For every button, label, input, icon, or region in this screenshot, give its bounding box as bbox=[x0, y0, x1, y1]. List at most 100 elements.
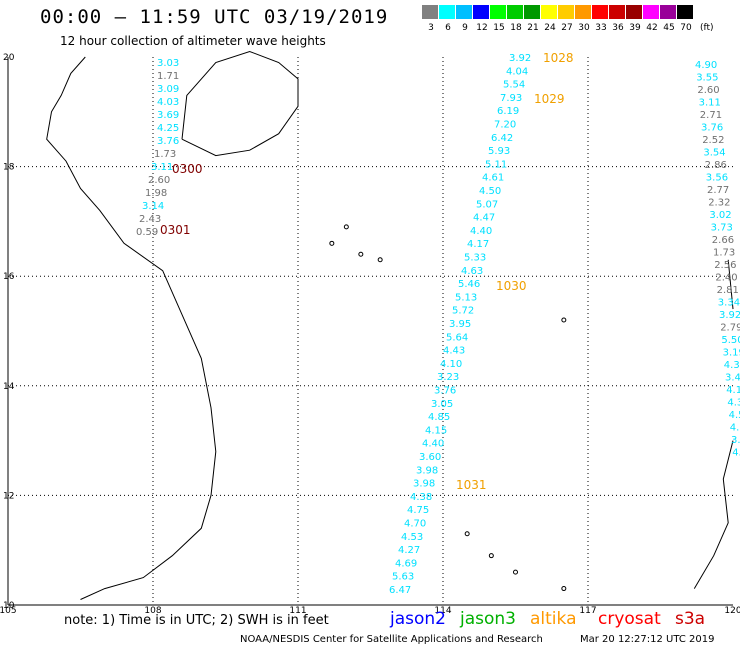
map-subtitle: 12 hour collection of altimeter wave hei… bbox=[60, 34, 326, 48]
wave-height-label: 4.18 bbox=[726, 385, 740, 396]
wave-height-label: 4.63 bbox=[461, 266, 483, 277]
wave-height-label: 4.53 bbox=[401, 532, 423, 543]
wave-height-label: 1.98 bbox=[145, 188, 167, 199]
time-label: 1029 bbox=[534, 92, 565, 106]
scale-unit-label: (ft) bbox=[700, 23, 714, 33]
scale-swatch bbox=[609, 5, 625, 19]
latitude-tick-label: 10 bbox=[3, 601, 15, 611]
latitude-tick-label: 12 bbox=[3, 491, 14, 501]
wave-height-label: 3.60 bbox=[419, 452, 441, 463]
wave-height-label: 3.46 bbox=[725, 373, 740, 384]
wave-height-label: 3.23 bbox=[437, 372, 459, 383]
coastline bbox=[727, 259, 734, 310]
scale-swatch bbox=[660, 5, 676, 19]
wave-height-label: 6.47 bbox=[389, 585, 411, 596]
wave-height-label: 4.43 bbox=[443, 346, 465, 357]
scale-swatch bbox=[626, 5, 642, 19]
wave-height-label: 4.15 bbox=[425, 425, 447, 436]
latitude-tick-label: 16 bbox=[3, 272, 15, 282]
wave-height-label: 5.46 bbox=[458, 279, 480, 290]
scale-swatch bbox=[422, 5, 438, 19]
wave-height-label: 5.72 bbox=[452, 306, 474, 317]
scale-label: 24 bbox=[544, 23, 556, 33]
wave-height-label: 2.71 bbox=[700, 110, 722, 121]
wave-height-label: 6.19 bbox=[497, 106, 519, 117]
mission-s3a-label: s3a bbox=[675, 609, 706, 629]
scale-swatch bbox=[524, 5, 540, 19]
scale-label: 33 bbox=[595, 23, 607, 33]
wave-height-label: 1.71 bbox=[157, 71, 179, 82]
scale-swatch bbox=[677, 5, 693, 19]
wave-height-label: 3.34 bbox=[718, 298, 740, 309]
wave-height-label: 3.90 bbox=[731, 435, 740, 446]
wave-height-label: 3.11 bbox=[699, 98, 721, 109]
wave-height-label: 4.40 bbox=[470, 226, 492, 237]
wave-height-label: 5.54 bbox=[503, 80, 525, 91]
wave-height-label: 3.98 bbox=[413, 479, 435, 490]
scale-swatch bbox=[575, 5, 591, 19]
wave-height-label: 5.11 bbox=[485, 159, 507, 170]
scale-label: 21 bbox=[527, 23, 539, 33]
longitude-tick-label: 120 bbox=[724, 606, 740, 616]
wave-height-label: 3.14 bbox=[142, 201, 164, 212]
scale-label: 70 bbox=[680, 23, 692, 33]
wave-height-label: 5.63 bbox=[392, 572, 414, 583]
wave-height-label: 4.04 bbox=[506, 66, 528, 77]
coastline bbox=[181, 50, 299, 157]
wave-height-label: 5.07 bbox=[476, 199, 498, 210]
wave-height-label: 4.12 bbox=[730, 423, 740, 434]
island bbox=[377, 257, 383, 263]
wave-height-label: 5.50 bbox=[721, 335, 740, 346]
wave-height-label: 2.60 bbox=[148, 175, 170, 186]
scale-label: 39 bbox=[629, 23, 641, 33]
wave-height-label: 1.73 bbox=[713, 248, 735, 259]
scale-swatch bbox=[592, 5, 608, 19]
scale-label: 15 bbox=[493, 23, 505, 33]
scale-label: 36 bbox=[612, 23, 624, 33]
island bbox=[464, 531, 470, 537]
wave-height-label: 4.17 bbox=[467, 239, 489, 250]
wave-height-label: 3.54 bbox=[703, 148, 725, 159]
scale-label: 30 bbox=[578, 23, 590, 33]
wave-height-label: 4.90 bbox=[695, 60, 717, 71]
wave-height-label: 2.86 bbox=[705, 160, 727, 171]
scale-swatch bbox=[439, 5, 455, 19]
wave-height-label: 5.93 bbox=[488, 146, 510, 157]
wave-height-label: 3.05 bbox=[431, 399, 453, 410]
wave-height-label: 3.02 bbox=[709, 210, 731, 221]
scale-swatch bbox=[643, 5, 659, 19]
island bbox=[488, 553, 494, 559]
wave-height-label: 3.55 bbox=[696, 73, 718, 84]
wave-height-label: 2.79 bbox=[720, 323, 740, 334]
longitude-tick-label: 111 bbox=[289, 606, 306, 616]
wave-height-label: 4.35 bbox=[724, 360, 740, 371]
wave-height-label: 4.25 bbox=[157, 123, 179, 134]
longitude-tick-label: 117 bbox=[579, 606, 596, 616]
wave-height-label: 3.69 bbox=[157, 110, 179, 121]
wave-height-label: 4.27 bbox=[398, 545, 420, 556]
time-label: 0300 bbox=[172, 162, 203, 176]
wave-height-label: 2.56 bbox=[714, 260, 736, 271]
scale-label: 27 bbox=[561, 23, 573, 33]
wave-height-label: 3.09 bbox=[157, 84, 179, 95]
wave-height-label: 3.73 bbox=[711, 223, 733, 234]
map-title: 00:00 – 11:59 UTC 03/19/2019 bbox=[40, 6, 389, 28]
island bbox=[329, 240, 335, 246]
island bbox=[343, 224, 349, 230]
mission-altika-label: altika bbox=[530, 609, 577, 629]
wave-height-label: 4.10 bbox=[440, 359, 462, 370]
wave-height-label: 3.92 bbox=[509, 53, 531, 64]
wave-height-label: 2.81 bbox=[717, 285, 739, 296]
time-label: 1031 bbox=[456, 478, 487, 492]
scale-label: 6 bbox=[445, 23, 451, 33]
credit-line: NOAA/NESDIS Center for Satellite Applica… bbox=[240, 634, 543, 645]
wave-height-label: 2.52 bbox=[702, 135, 724, 146]
wave-height-label: 7.93 bbox=[500, 93, 522, 104]
scale-label: 3 bbox=[428, 23, 434, 33]
wave-height-label: 4.69 bbox=[395, 558, 417, 569]
wave-height-label: 3.95 bbox=[449, 319, 471, 330]
mission-jason3-label: jason3 bbox=[460, 609, 516, 629]
wave-height-label: 4.03 bbox=[157, 97, 179, 108]
wave-height-label: 2.32 bbox=[708, 198, 730, 209]
